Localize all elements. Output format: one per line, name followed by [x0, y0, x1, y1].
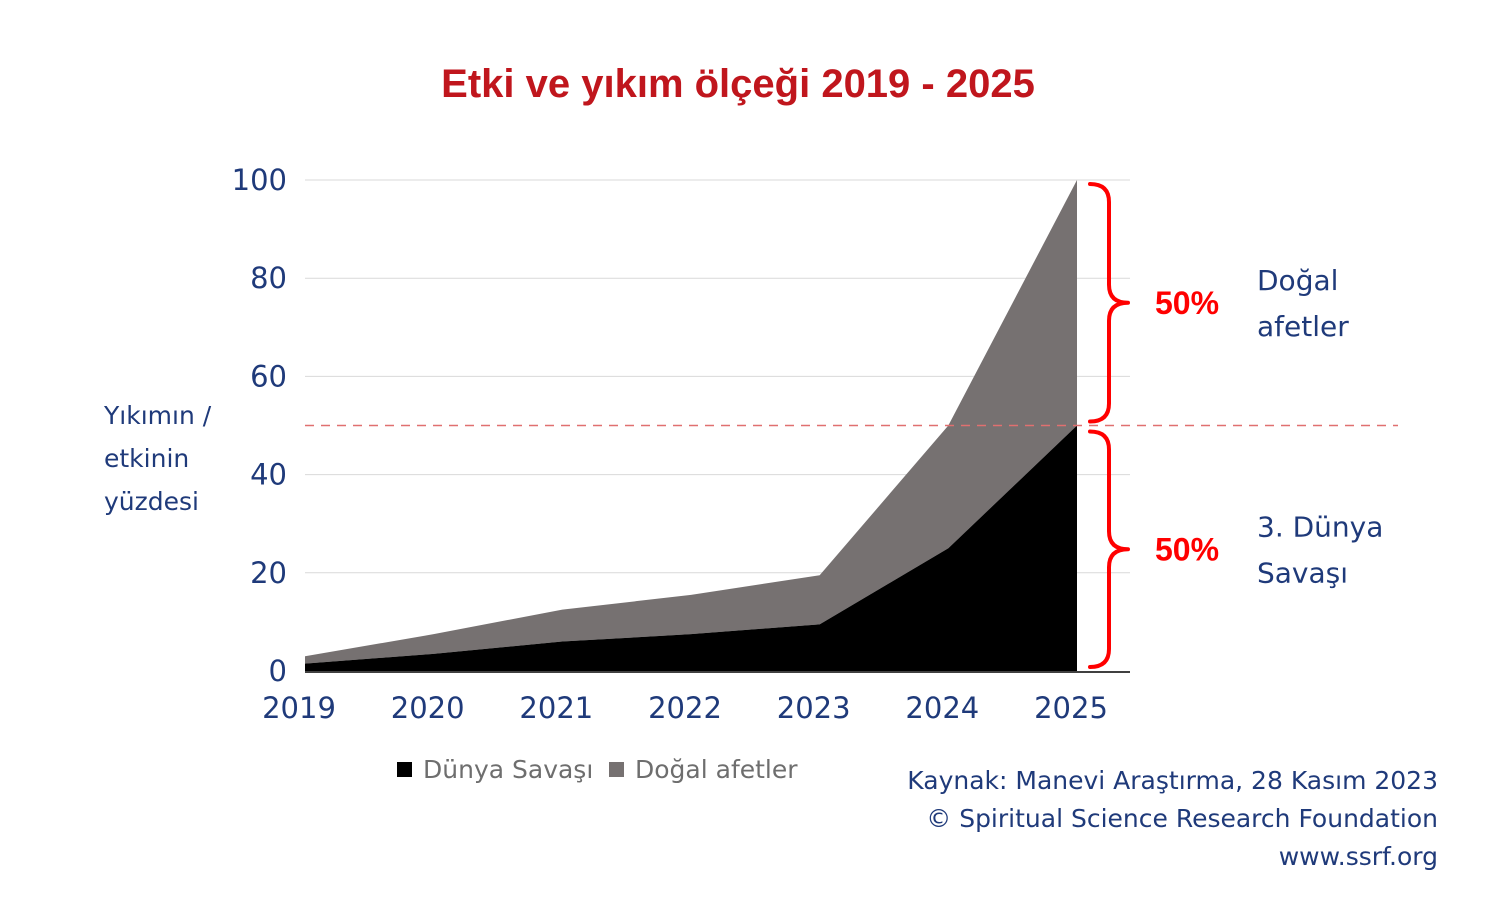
x-tick-label: 2023: [777, 691, 851, 725]
brace-1: [1088, 429, 1130, 669]
legend-swatch: [397, 762, 412, 777]
x-tick-label: 2019: [262, 691, 336, 725]
chart-title: Etki ve yıkım ölçeği 2019 - 2025: [441, 62, 1035, 106]
annotation-label: afetler: [1257, 310, 1349, 343]
y-tick-label: 80: [250, 261, 287, 295]
stacked-areas: [305, 180, 1077, 671]
annotations: 50% Doğal afetler 50% 3. Dünya Savaşı: [305, 182, 1398, 669]
area-dogal-afetler: [305, 180, 1077, 664]
annotation-label: Doğal: [1257, 264, 1338, 297]
source-credit: Kaynak: Manevi Araştırma, 28 Kasım 2023 …: [907, 766, 1438, 871]
source-line-3: www.ssrf.org: [1279, 842, 1438, 871]
y-axis-label-line: etkinin: [104, 444, 189, 473]
x-tick-label: 2020: [391, 691, 465, 725]
annotation-percent: 50%: [1155, 285, 1219, 321]
y-tick-label: 40: [250, 458, 287, 492]
brace-0: [1088, 182, 1130, 424]
y-tick-label: 100: [232, 163, 287, 197]
source-line-2: © Spiritual Science Research Foundation: [926, 804, 1438, 833]
y-tick-label: 60: [250, 359, 287, 393]
x-tick-label: 2022: [648, 691, 722, 725]
annotation-label: Savaşı: [1257, 556, 1348, 589]
legend-swatch: [609, 762, 624, 777]
x-tick-label: 2024: [905, 691, 979, 725]
legend: Dünya Savaşı Doğal afetler: [397, 755, 798, 784]
y-tick-label: 20: [250, 556, 287, 590]
y-tick-label: 0: [269, 654, 287, 688]
y-axis-label-line: Yıkımın /: [103, 401, 212, 430]
legend-label: Doğal afetler: [635, 755, 798, 784]
y-axis-label-line: yüzdesi: [104, 487, 199, 516]
area-dunya-savasi: [305, 425, 1077, 671]
x-tick-label: 2021: [519, 691, 593, 725]
annotation-label: 3. Dünya: [1257, 510, 1383, 543]
y-axis-label: Yıkımın / etkinin yüzdesi: [103, 401, 212, 516]
source-line-1: Kaynak: Manevi Araştırma, 28 Kasım 2023: [907, 766, 1438, 795]
x-tick-label: 2025: [1034, 691, 1108, 725]
annotation-percent: 50%: [1155, 531, 1219, 567]
axes: 0 20 40 60 80 100 2019 2020 2021 2022 2023 2024 2025: [232, 163, 1130, 725]
legend-label: Dünya Savaşı: [423, 755, 593, 784]
